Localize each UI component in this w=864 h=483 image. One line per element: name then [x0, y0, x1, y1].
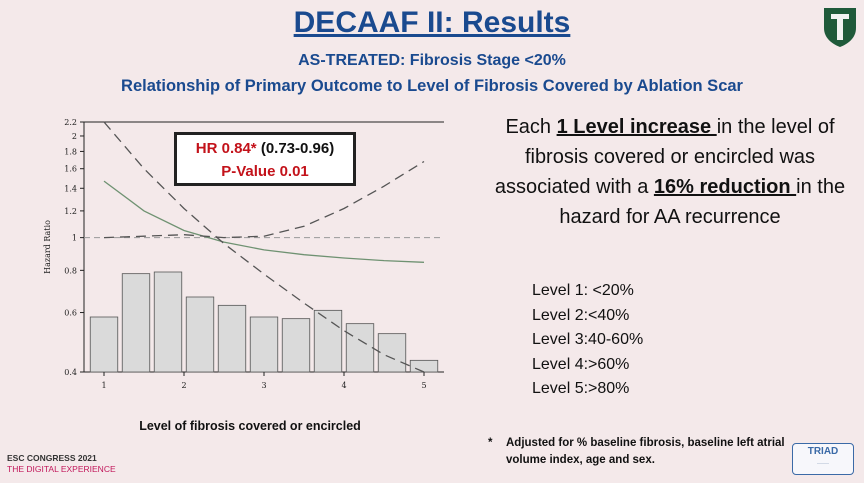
x-axis-label: Level of fibrosis covered or encircled — [139, 419, 361, 433]
university-shield-logo — [824, 8, 856, 47]
upper-ci-line — [103, 160, 425, 239]
summary-text-1: Each — [505, 116, 557, 138]
histogram-bar — [153, 271, 183, 373]
lower-ci-line — [103, 121, 425, 373]
histogram-bar — [249, 316, 279, 373]
level-item: Level 3:40-60% — [532, 331, 644, 348]
histogram-bar — [281, 318, 311, 373]
level-legend: Level 1: <20% Level 2:<40% Level 3:40-60… — [532, 279, 643, 402]
y-tick-label: 1.4 — [64, 184, 77, 193]
hazard-ratio: HR 0.84* — [195, 140, 257, 157]
x-tick-label: 5 — [421, 381, 426, 390]
congress-name: ESC CONGRESS 2021 — [7, 453, 97, 463]
histogram-bar — [89, 316, 119, 373]
level-item: Level 5:>80% — [532, 380, 630, 397]
y-tick-label: 0.8 — [64, 266, 77, 275]
slide-subtitle-2: Relationship of Primary Outcome to Level… — [121, 77, 743, 95]
summary-text-3: in the hazard for AA recurrence — [559, 176, 846, 228]
level-item: Level 4:>60% — [532, 355, 630, 373]
y-tick-label: 0.6 — [64, 309, 77, 318]
congress-subtitle: THE DIGITAL EXPERIENCE — [7, 464, 116, 474]
level-item: Level 2:<40% — [532, 306, 630, 324]
histogram-bar — [217, 304, 247, 373]
y-tick-label: 0.4 — [64, 368, 77, 377]
histogram-bar — [121, 273, 151, 373]
result-summary: Each 1 Level increase in the level of fi… — [490, 112, 850, 232]
x-tick-label: 2 — [181, 381, 186, 390]
histogram-bar — [313, 309, 343, 373]
summary-emphasis-2: 16% reduction — [653, 176, 797, 198]
footnote-marker: * — [488, 437, 493, 449]
summary-emphasis-1: 1 Level increase — [556, 116, 717, 138]
y-tick-label: 1.2 — [64, 207, 77, 216]
histogram-bar — [345, 323, 375, 373]
x-tick-label: 4 — [341, 381, 346, 390]
y-tick-label: 2 — [72, 132, 77, 141]
level-item: Level 1: <20% — [532, 282, 634, 299]
x-tick-label: 1 — [101, 381, 106, 390]
hr-result-box: HR 0.84* (0.73-0.96) P-Value 0.01 — [174, 132, 356, 186]
x-tick-label: 3 — [261, 381, 266, 390]
y-tick-label: 2.2 — [64, 118, 77, 127]
histogram-bar — [377, 333, 407, 373]
congress-branding: ESC CONGRESS 2021 THE DIGITAL EXPERIENCE — [7, 453, 116, 475]
triad-name: TRIAD — [807, 446, 839, 457]
histogram-bar — [409, 359, 439, 373]
summary-text-2: in the level of fibrosis covered or enci… — [494, 116, 835, 198]
y-tick-label: 1 — [72, 234, 77, 243]
slide-title: DECAAF II: Results — [293, 6, 571, 39]
y-axis-label: Hazard Ratio — [43, 220, 52, 274]
y-tick-label: 1.8 — [64, 147, 77, 156]
triad-tagline: ——— — [817, 460, 829, 465]
p-value: P-Value 0.01 — [221, 163, 309, 180]
triad-logo: TRIAD ——— — [792, 443, 854, 475]
y-tick-label: 1.6 — [64, 165, 77, 174]
histogram-bar — [185, 296, 215, 373]
slide-subtitle: AS-TREATED: Fibrosis Stage <20% — [298, 52, 566, 69]
estimate-line — [103, 180, 425, 263]
confidence-interval: (0.73-0.96) — [256, 140, 335, 157]
footnote-text: Adjusted for % baseline fibrosis, baseli… — [506, 437, 785, 466]
hazard-ratio-chart: 0.4 0.6 0.8 1 1.2 1.4 1.6 1.8 2 2.2 1 2 3 4 5 Hazard Ra… — [43, 118, 444, 390]
